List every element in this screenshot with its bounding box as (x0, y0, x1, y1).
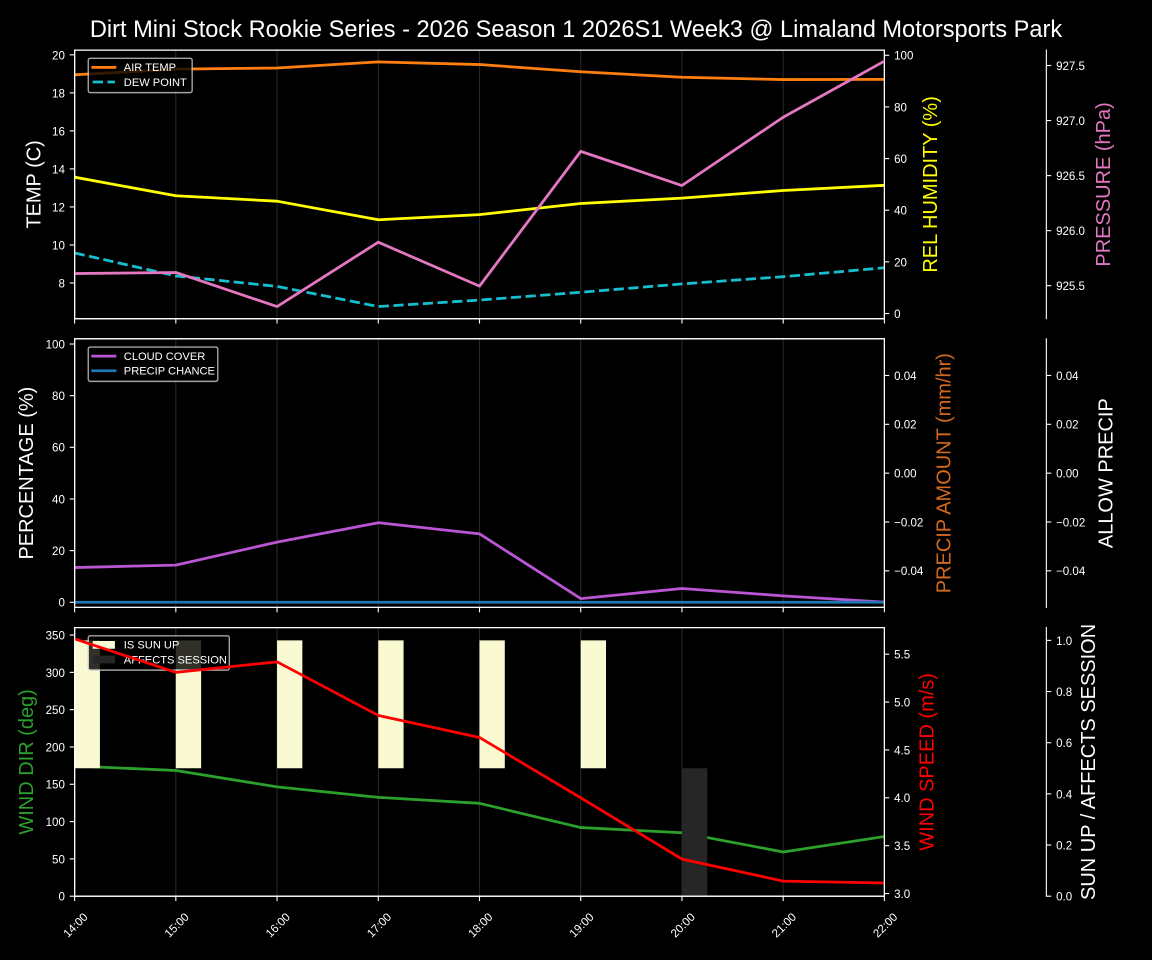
svg-text:0: 0 (58, 598, 64, 610)
svg-text:8: 8 (58, 278, 64, 290)
svg-text:PRECIP CHANCE: PRECIP CHANCE (124, 366, 215, 378)
svg-text:Dirt Mini Stock Rookie Series: Dirt Mini Stock Rookie Series - 2026 Sea… (90, 17, 1062, 43)
svg-text:CLOUD COVER: CLOUD COVER (124, 351, 205, 363)
svg-text:18: 18 (52, 88, 65, 100)
svg-text:−0.02: −0.02 (1056, 517, 1085, 529)
svg-text:PERCENTAGE (%): PERCENTAGE (%) (16, 387, 38, 560)
svg-text:200: 200 (46, 742, 65, 754)
svg-text:4.0: 4.0 (894, 793, 910, 805)
svg-text:926.5: 926.5 (1056, 171, 1085, 183)
svg-text:40: 40 (52, 494, 65, 506)
svg-text:16: 16 (52, 126, 65, 138)
svg-text:0.2: 0.2 (1056, 840, 1072, 852)
svg-text:60: 60 (894, 154, 907, 166)
svg-text:926.0: 926.0 (1056, 226, 1085, 238)
svg-text:925.5: 925.5 (1056, 281, 1085, 293)
svg-text:100: 100 (46, 339, 65, 351)
svg-text:300: 300 (46, 668, 65, 680)
svg-text:0.6: 0.6 (1056, 738, 1072, 750)
svg-text:350: 350 (46, 630, 65, 642)
svg-text:0.04: 0.04 (894, 371, 917, 383)
svg-text:20: 20 (52, 50, 65, 62)
svg-text:14: 14 (52, 164, 65, 176)
svg-text:3.5: 3.5 (894, 841, 910, 853)
svg-text:TEMP (C): TEMP (C) (23, 140, 45, 228)
svg-text:PRESSURE (hPa): PRESSURE (hPa) (1093, 102, 1115, 266)
svg-text:PRECIP AMOUNT (mm/hr): PRECIP AMOUNT (mm/hr) (933, 353, 955, 593)
svg-text:3.0: 3.0 (894, 889, 910, 901)
svg-text:10: 10 (52, 240, 65, 252)
svg-text:IS SUN UP: IS SUN UP (124, 640, 180, 652)
svg-text:REL HUMIDITY (%): REL HUMIDITY (%) (920, 96, 942, 273)
svg-text:250: 250 (46, 705, 65, 717)
svg-text:100: 100 (894, 51, 913, 63)
svg-text:SUN UP / AFFECTS SESSION: SUN UP / AFFECTS SESSION (1078, 624, 1100, 900)
svg-text:DEW POINT: DEW POINT (124, 77, 187, 89)
svg-text:−0.04: −0.04 (894, 566, 924, 578)
svg-text:0.00: 0.00 (894, 469, 916, 481)
svg-text:0: 0 (58, 892, 64, 904)
svg-text:20: 20 (52, 546, 65, 558)
svg-text:AIR TEMP: AIR TEMP (124, 62, 176, 74)
svg-text:0.0: 0.0 (1056, 892, 1072, 904)
svg-text:0.02: 0.02 (894, 420, 916, 432)
svg-text:927.0: 927.0 (1056, 116, 1085, 128)
svg-text:5.5: 5.5 (894, 650, 910, 662)
svg-text:−0.04: −0.04 (1056, 566, 1086, 578)
svg-text:ALLOW PRECIP: ALLOW PRECIP (1095, 398, 1117, 548)
svg-text:WIND SPEED (m/s): WIND SPEED (m/s) (916, 673, 938, 851)
svg-text:4.5: 4.5 (894, 745, 910, 757)
svg-text:927.5: 927.5 (1056, 61, 1085, 73)
svg-text:100: 100 (46, 817, 65, 829)
svg-text:0.8: 0.8 (1056, 687, 1072, 699)
svg-text:WIND DIR (deg): WIND DIR (deg) (16, 689, 38, 834)
svg-text:0.04: 0.04 (1056, 371, 1079, 383)
svg-text:1.0: 1.0 (1056, 636, 1072, 648)
svg-text:150: 150 (46, 780, 65, 792)
svg-text:−0.02: −0.02 (894, 517, 923, 529)
svg-text:0.02: 0.02 (1056, 420, 1078, 432)
svg-text:50: 50 (52, 854, 65, 866)
svg-text:12: 12 (52, 202, 65, 214)
svg-text:80: 80 (894, 102, 907, 114)
svg-text:0.00: 0.00 (1056, 469, 1078, 481)
svg-text:5.0: 5.0 (894, 697, 910, 709)
svg-text:80: 80 (52, 391, 65, 403)
svg-text:20: 20 (894, 257, 907, 269)
svg-text:0: 0 (894, 309, 900, 321)
svg-text:0.4: 0.4 (1056, 789, 1073, 801)
svg-text:40: 40 (894, 206, 907, 218)
svg-text:60: 60 (52, 443, 65, 455)
